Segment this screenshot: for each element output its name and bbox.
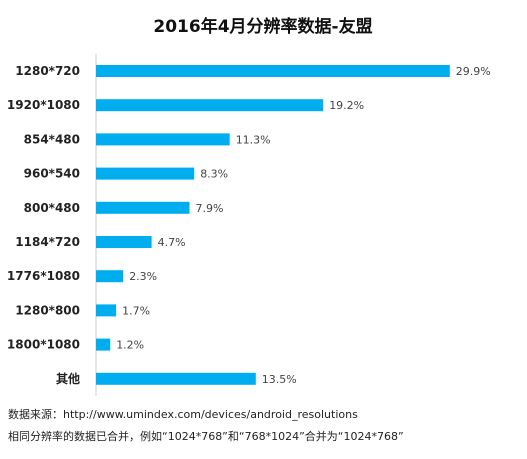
- category-label: 1920*1080: [7, 98, 80, 112]
- bar-value-label: 8.3%: [200, 168, 228, 181]
- category-label: 其他: [56, 371, 80, 386]
- bar-value-label: 19.2%: [329, 99, 364, 112]
- category-label: 1184*720: [15, 235, 80, 249]
- chart-title: 2016年4月分辨率数据-友盟: [153, 16, 372, 37]
- bar-value-label: 11.3%: [236, 133, 271, 146]
- bar: [96, 338, 111, 351]
- category-label: 960*540: [24, 167, 80, 181]
- category-label: 1280*800: [15, 303, 80, 317]
- bar-value-label: 29.9%: [456, 65, 491, 78]
- bar: [96, 133, 230, 146]
- bar-value-label: 7.9%: [196, 202, 224, 215]
- category-label: 1800*1080: [7, 338, 80, 352]
- bars-group: 1280*720 29.9% 1920*1080 19.2% 854*480 11.3% 9…: [7, 64, 491, 386]
- merge-note: 相同分辨率的数据已合并，例如“1024*768”和“768*1024”合并为“1…: [8, 430, 404, 443]
- bar-value-label: 1.7%: [122, 304, 150, 317]
- category-label: 1776*1080: [7, 269, 80, 283]
- bar-value-label: 1.2%: [116, 339, 144, 352]
- bar-value-label: 13.5%: [262, 373, 297, 386]
- category-label: 1280*720: [15, 64, 80, 78]
- bar: [96, 372, 256, 385]
- data-source-note: 数据来源：http://www.umindex.com/devices/andr…: [8, 408, 358, 421]
- bar: [96, 270, 124, 283]
- bar: [96, 65, 450, 77]
- bar-value-label: 4.7%: [158, 236, 186, 249]
- category-label: 854*480: [24, 132, 80, 146]
- category-label: 800*480: [24, 201, 80, 215]
- bar: [96, 304, 117, 317]
- bar: [96, 99, 324, 112]
- bar: [96, 167, 195, 180]
- bar: [96, 236, 152, 248]
- bar: [96, 201, 190, 214]
- bar-value-label: 2.3%: [129, 270, 157, 283]
